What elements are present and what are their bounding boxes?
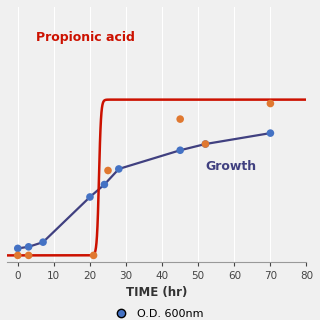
Point (268, 101, 273, 106)
Point (15, 246, 20, 251)
Point (26, 253, 31, 258)
Point (203, 141, 208, 147)
Point (178, 148, 183, 153)
Point (105, 168, 110, 173)
Point (26, 244, 31, 249)
Point (116, 166, 121, 172)
Point (203, 141, 208, 147)
Point (91, 253, 96, 258)
X-axis label: TIME (hr): TIME (hr) (126, 285, 188, 299)
Text: Propionic acid: Propionic acid (36, 31, 135, 44)
Point (268, 131, 273, 136)
Point (87, 195, 92, 200)
Point (102, 182, 107, 187)
Text: Growth: Growth (205, 161, 257, 173)
Point (15, 253, 20, 258)
Point (40, 240, 45, 245)
Point (178, 116, 183, 122)
Legend: O.D. 600nm: O.D. 600nm (106, 304, 208, 320)
